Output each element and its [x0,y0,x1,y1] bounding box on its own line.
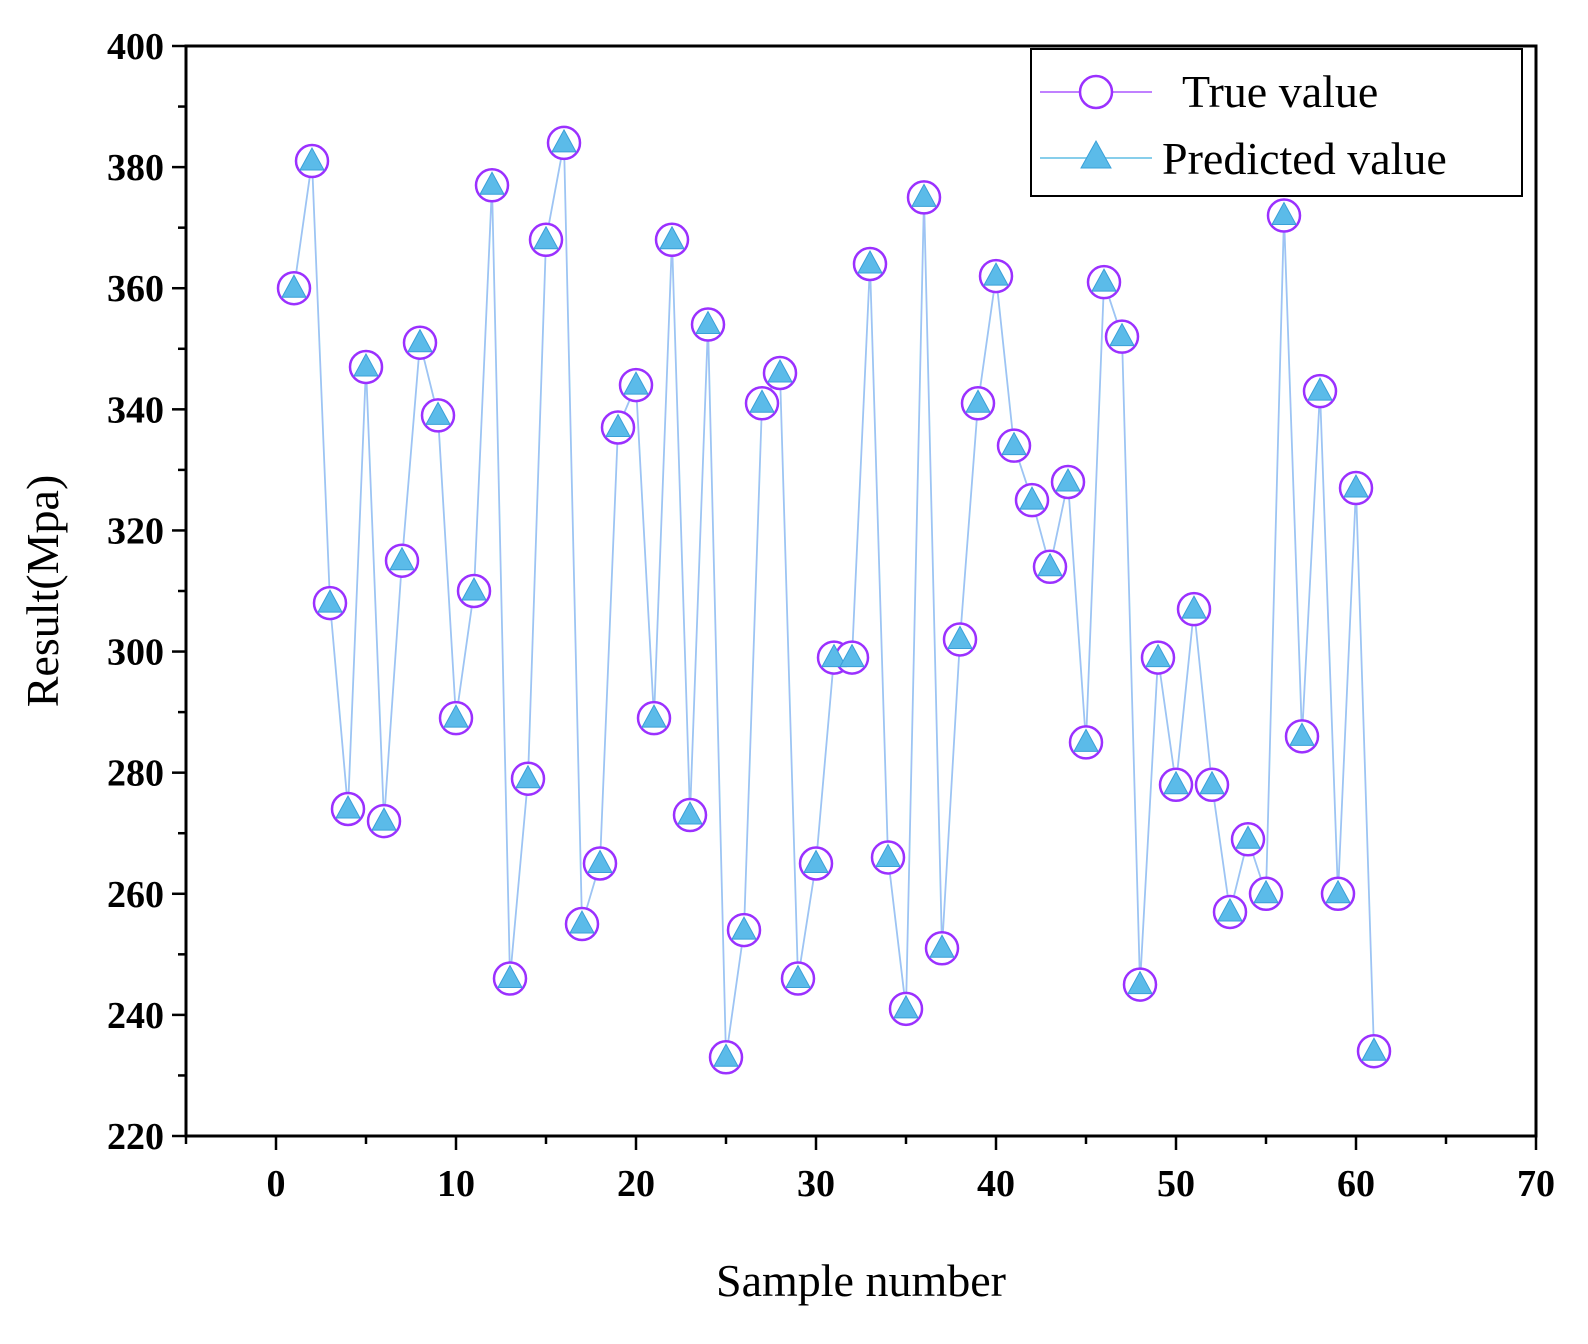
predicted-value-point [641,704,667,728]
legend-true-label: True value [1182,66,1378,117]
predicted-value-point [1145,643,1171,668]
y-axis-ticks: 220 240 260 280 300 320 340 360 380 400 [107,26,186,1158]
predicted-value-point [1037,552,1063,577]
y-tick-label: 380 [107,147,164,189]
predicted-value-point [821,643,847,668]
x-tick-label: 70 [1517,1163,1555,1205]
predicted-value-point [803,849,829,873]
plot-frame [184,44,1538,1138]
predicted-value-point [1127,970,1153,995]
predicted-value-point [389,546,415,571]
predicted-value-point [695,310,721,335]
predicted-value-point [1289,722,1315,746]
legend-pred-label: Predicted value [1162,133,1447,184]
predicted-value-point [857,249,883,274]
predicted-value-point [677,801,703,825]
predicted-value-point [731,916,757,940]
predicted-value-point [1091,268,1117,292]
y-tick-label: 320 [107,510,164,552]
legend: True value Predicted value [1030,48,1523,197]
y-axis-title: Result(Mpa) [17,475,68,708]
x-axis-ticks: 0 10 20 30 40 50 60 70 [184,1136,1555,1205]
predicted-value-point [1019,486,1045,510]
y-tick-label: 360 [107,268,164,310]
series-layer [276,125,1392,1075]
predicted-value-point [1271,201,1297,226]
predicted-value-point [947,625,973,649]
y-tick-label: 240 [107,995,164,1037]
predicted-value-point [1235,825,1261,849]
predicted-value-point [317,589,343,613]
predicted-value-point [1109,322,1135,347]
predicted-value-point [1181,595,1207,619]
predicted-value-point [1199,770,1225,795]
x-tick-label: 30 [797,1163,835,1205]
predicted-value-point [551,128,577,153]
legend-true-marker [1078,74,1114,110]
predicted-value-point [443,704,469,728]
x-tick-label: 20 [617,1163,655,1205]
legend-pred-marker [1080,139,1112,169]
predicted-value-point [1001,431,1027,456]
predicted-value-point [1307,377,1333,401]
predicted-value-point [605,413,631,437]
y-tick-label: 300 [107,632,164,674]
predicted-value-point [299,147,325,171]
predicted-value-point [353,352,379,377]
x-tick-label: 40 [977,1163,1015,1205]
predicted-value-point [1325,879,1351,904]
predicted-value-point [371,807,397,831]
predicted-value-point [839,643,865,668]
predicted-value-point [911,183,937,207]
x-tick-label: 50 [1157,1163,1195,1205]
predicted-value-point [425,401,451,425]
predicted-value-point [1343,474,1369,498]
predicted-value-point [479,171,505,195]
y-tick-label: 400 [107,26,164,68]
predicted-value-point [1253,879,1279,904]
predicted-value-point [515,764,541,789]
y-tick-label: 260 [107,874,164,916]
x-tick-label: 0 [267,1163,286,1205]
x-tick-label: 10 [437,1163,475,1205]
predicted-value-point [965,389,991,413]
predicted-value-point [785,964,811,989]
predicted-value-point [713,1043,739,1067]
y-tick-label: 340 [107,389,164,431]
predicted-value-point [569,910,595,934]
predicted-value-point [587,849,613,873]
predicted-value-point [533,225,559,250]
predicted-value-point [335,794,361,819]
predicted-value-point [1163,770,1189,795]
predicted-value-point [983,262,1009,286]
predicted-value-point [407,328,433,353]
predicted-value-point [893,994,919,1019]
x-tick-label: 60 [1337,1163,1375,1205]
predicted-value-point [281,274,307,298]
predicted-value-point [875,843,901,867]
predicted-value-point [1073,728,1099,752]
predicted-value-point [1055,467,1081,492]
predicted-value-point [929,934,955,958]
predicted-value-point [767,358,793,383]
x-axis-title: Sample number [716,1255,1006,1306]
y-tick-label: 280 [107,753,164,795]
predicted-value-point [497,964,523,989]
legend-box [1030,48,1523,197]
predicted-value-point [1217,897,1243,922]
predicted-value-point [1361,1037,1387,1061]
y-tick-label: 220 [107,1116,164,1158]
predicted-value-point [749,389,775,413]
predicted-value-point [461,576,487,601]
predicted-value-point [659,225,685,250]
predicted-value-point [623,371,649,395]
